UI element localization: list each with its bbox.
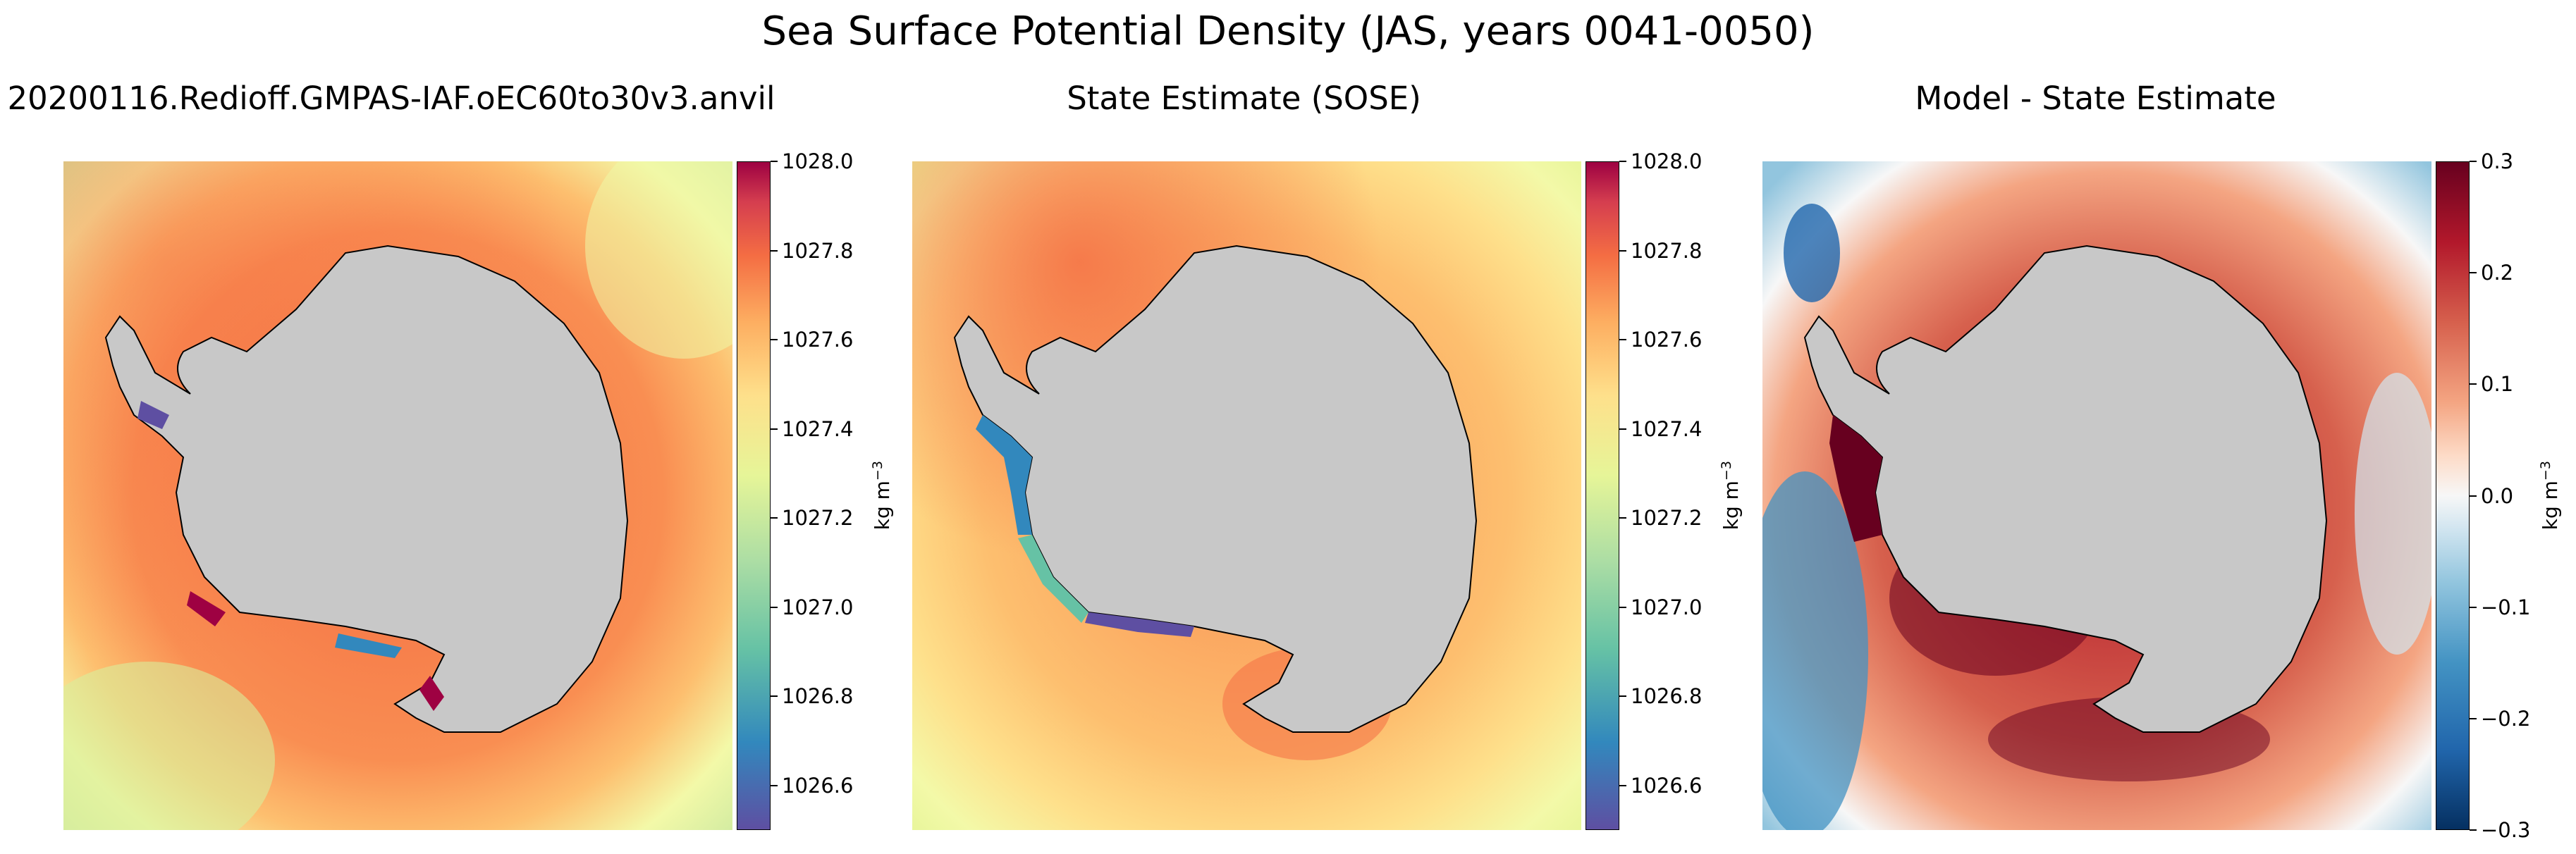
colorbar-tick-label: 0.0 [2481, 483, 2514, 508]
colorbar-tick [2470, 161, 2477, 162]
colorbar-tick [771, 161, 778, 162]
colorbar-tick-label: 1026.8 [1631, 684, 1703, 709]
colorbar-tick [771, 784, 778, 786]
colorbar-tick [771, 249, 778, 252]
figure-title: Sea Surface Potential Density (JAS, year… [761, 8, 1815, 54]
colorbar-tick-label: 0.3 [2481, 149, 2514, 173]
panel-1-map [63, 161, 732, 830]
panel-2-colorbar [1586, 161, 1619, 830]
colorbar-tick-label: −0.3 [2481, 818, 2531, 842]
colorbar-tick-label: 1027.4 [782, 416, 854, 441]
panel-2-title: State Estimate (SOSE) [1067, 80, 1421, 117]
colorbar-tick-label: 1026.6 [782, 773, 854, 798]
colorbar-tick-label: 1027.8 [782, 238, 854, 263]
colorbar-tick-label: 1027.2 [782, 506, 854, 531]
panel-1-colorbar [737, 161, 771, 830]
panel-1-title: 20200116.Redioff.GMPAS-IAF.oEC60to30v3.a… [7, 80, 775, 117]
colorbar-tick-label: 1027.6 [1631, 328, 1703, 352]
colorbar-tick-label: 1027.0 [782, 595, 854, 619]
colorbar-tick [2470, 606, 2477, 608]
colorbar-tick [771, 428, 778, 430]
colorbar-tick-label: 1028.0 [782, 149, 854, 173]
panel-2-map [912, 161, 1581, 830]
colorbar-tick [1619, 606, 1626, 608]
colorbar-tick [771, 695, 778, 698]
colorbar-tick [2470, 495, 2477, 497]
colorbar-tick-label: 1026.6 [1631, 773, 1703, 798]
colorbar-tick-label: −0.2 [2481, 706, 2531, 731]
colorbar-tick [2470, 717, 2477, 719]
colorbar-tick [1619, 161, 1626, 162]
colorbar-tick-label: 1027.8 [1631, 238, 1703, 263]
colorbar-tick [771, 606, 778, 608]
colorbar-tick [1619, 695, 1626, 698]
panel-3-colorbar-label: kg m−3 [2537, 461, 2563, 531]
colorbar-tick [2470, 383, 2477, 385]
colorbar-tick [1619, 339, 1626, 341]
panel-3-map [1762, 161, 2431, 830]
colorbar-tick [2470, 829, 2477, 831]
colorbar-tick [771, 517, 778, 519]
colorbar-tick-label: 0.1 [2481, 372, 2514, 397]
colorbar-tick [1619, 249, 1626, 252]
colorbar-tick-label: 1027.4 [1631, 416, 1703, 441]
colorbar-tick-label: −0.1 [2481, 595, 2531, 619]
colorbar-tick [1619, 428, 1626, 430]
colorbar-tick-label: 1028.0 [1631, 149, 1703, 173]
panel-1-colorbar-label: kg m−3 [869, 461, 895, 531]
colorbar-tick-label: 1026.8 [782, 684, 854, 709]
colorbar-tick-label: 0.2 [2481, 261, 2514, 285]
colorbar-tick [2470, 272, 2477, 274]
colorbar-tick-label: 1027.6 [782, 328, 854, 352]
colorbar-tick-label: 1027.2 [1631, 506, 1703, 531]
colorbar-tick [1619, 517, 1626, 519]
colorbar-tick-label: 1027.0 [1631, 595, 1703, 619]
panel-3-colorbar [2436, 161, 2470, 830]
colorbar-tick [1619, 784, 1626, 786]
colorbar-tick [771, 339, 778, 341]
panel-3-title: Model - State Estimate [1915, 80, 2276, 117]
panel-2-colorbar-label: kg m−3 [1718, 461, 1743, 531]
